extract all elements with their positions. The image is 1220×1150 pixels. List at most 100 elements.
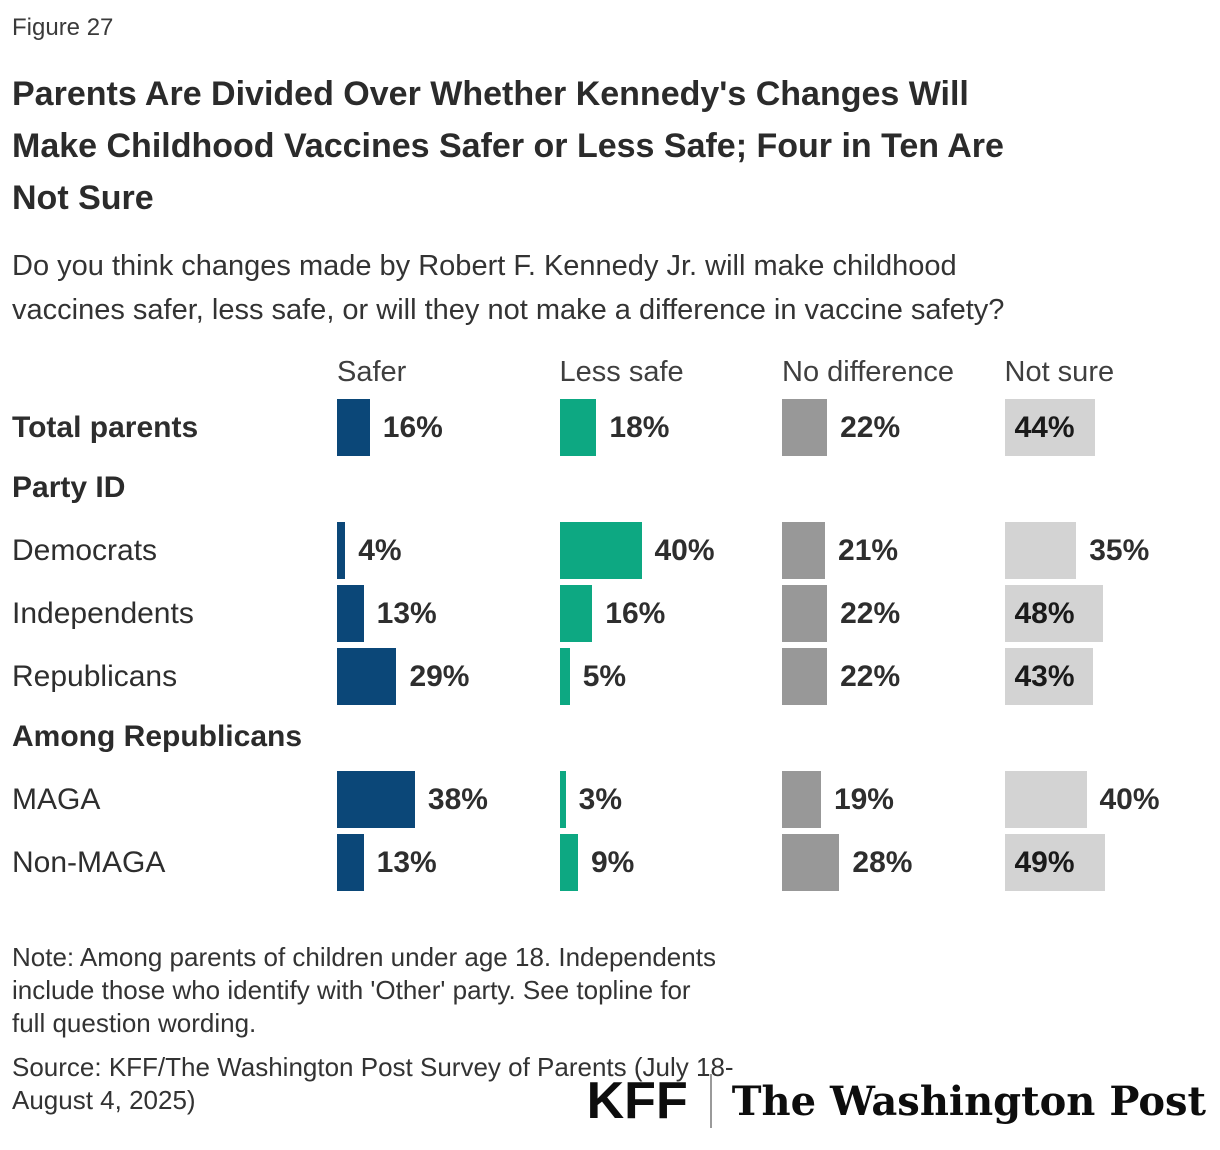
value-label: 21% bbox=[838, 533, 899, 567]
value-label: 9% bbox=[590, 845, 635, 879]
bar-no-difference bbox=[782, 399, 828, 456]
bar-less-safe bbox=[559, 834, 578, 891]
section-header-party-id: Party ID bbox=[12, 471, 126, 504]
value-label: 48% bbox=[1014, 596, 1075, 630]
value-label: 4% bbox=[358, 533, 402, 567]
footnote-line: full question wording. bbox=[12, 1008, 257, 1038]
value-label: 43% bbox=[1014, 659, 1075, 693]
row-label: Independents bbox=[12, 596, 194, 630]
bar-no-difference bbox=[782, 834, 840, 891]
bar-cell-no-difference: 28% bbox=[782, 834, 1005, 891]
bar-less-safe bbox=[559, 648, 570, 705]
chart-row-total-parents: Total parents 16% 18% 22% 44% bbox=[12, 399, 1210, 456]
bar-cell-not-sure: 35% bbox=[1004, 522, 1220, 579]
chart-grid: Total parents 16% 18% 22% 44% Party ID Democra… bbox=[12, 399, 1210, 891]
bar-cell-less-safe: 3% bbox=[559, 771, 783, 828]
value-label: 35% bbox=[1089, 533, 1150, 567]
value-label: 44% bbox=[1014, 410, 1075, 444]
chart-row-non-maga: Non-MAGA 13% 9% 28% 49% bbox=[12, 834, 1210, 891]
row-label: Democrats bbox=[12, 533, 158, 567]
column-headers: Safer Less safe No difference Not sure bbox=[12, 356, 1210, 389]
bar-cell-no-difference: 22% bbox=[782, 648, 1005, 705]
value-label: 28% bbox=[852, 845, 913, 879]
bar-no-difference bbox=[782, 585, 828, 642]
bar-not-sure bbox=[1004, 585, 1103, 642]
title-line: Parents Are Divided Over Whether Kennedy… bbox=[12, 75, 969, 113]
bar-safer bbox=[337, 771, 415, 828]
bar-not-sure bbox=[1004, 522, 1077, 579]
value-label: 29% bbox=[409, 659, 470, 693]
section-header-among-republicans: Among Republicans bbox=[12, 720, 303, 753]
bar-cell-no-difference: 22% bbox=[782, 585, 1005, 642]
page-title: Parents Are Divided Over Whether Kennedy… bbox=[12, 68, 1210, 224]
row-label: Republicans bbox=[12, 659, 178, 693]
bar-cell-safer: 29% bbox=[337, 648, 560, 705]
header-spacer bbox=[12, 356, 337, 389]
bar-cell-not-sure: 49% bbox=[1004, 834, 1220, 891]
value-label: 19% bbox=[833, 782, 894, 816]
kff-logo: KFF bbox=[586, 1072, 688, 1130]
bar-chart: Safer Less safe No difference Not sure T… bbox=[12, 356, 1210, 891]
chart-row-independents: Independents 13% 16% 22% 48% bbox=[12, 585, 1210, 642]
bar-cell-no-difference: 21% bbox=[782, 522, 1005, 579]
bar-cell-safer: 13% bbox=[337, 834, 560, 891]
row-label: MAGA bbox=[12, 782, 101, 816]
column-header-no-difference: No difference bbox=[782, 356, 954, 388]
footnote: Note: Among parents of children under ag… bbox=[12, 941, 1210, 1040]
bar-cell-no-difference: 19% bbox=[782, 771, 1005, 828]
bar-cell-no-difference: 22% bbox=[782, 399, 1005, 456]
bar-less-safe bbox=[559, 522, 642, 579]
logo-block: KFF The Washington Post bbox=[587, 1074, 1206, 1128]
bar-safer bbox=[337, 585, 364, 642]
logo-divider bbox=[709, 1074, 712, 1128]
value-label: 13% bbox=[376, 596, 437, 630]
value-label: 16% bbox=[605, 596, 666, 630]
bar-cell-safer: 38% bbox=[337, 771, 560, 828]
bar-cell-less-safe: 5% bbox=[559, 648, 783, 705]
row-label: Non-MAGA bbox=[12, 845, 166, 879]
subtitle-line: vaccines safer, less safe, or will they … bbox=[12, 294, 1005, 326]
bar-safer bbox=[337, 834, 364, 891]
value-label: 22% bbox=[840, 596, 901, 630]
source-attribution: Source: KFF/The Washington Post Survey o… bbox=[12, 1051, 757, 1117]
value-label: 3% bbox=[578, 782, 622, 816]
bar-cell-safer: 4% bbox=[337, 522, 560, 579]
source-line: Source: KFF/The Washington Post Survey o… bbox=[12, 1052, 734, 1082]
title-line: Not Sure bbox=[12, 179, 154, 217]
title-line: Make Childhood Vaccines Safer or Less Sa… bbox=[12, 127, 1004, 165]
bar-safer bbox=[337, 648, 397, 705]
bar-cell-less-safe: 40% bbox=[559, 522, 783, 579]
bar-cell-less-safe: 9% bbox=[559, 834, 783, 891]
footnote-line: include those who identify with 'Other' … bbox=[12, 975, 691, 1005]
bar-no-difference bbox=[782, 648, 828, 705]
bar-not-sure bbox=[1004, 648, 1093, 705]
bar-less-safe bbox=[559, 771, 566, 828]
value-label: 40% bbox=[1099, 782, 1160, 816]
bar-no-difference bbox=[782, 522, 826, 579]
value-label: 40% bbox=[654, 533, 715, 567]
bar-safer bbox=[337, 522, 346, 579]
source-line: August 4, 2025) bbox=[12, 1085, 196, 1115]
value-label: 5% bbox=[582, 659, 627, 693]
bar-cell-not-sure: 40% bbox=[1004, 771, 1220, 828]
value-label: 13% bbox=[376, 845, 437, 879]
bar-cell-not-sure: 43% bbox=[1004, 648, 1220, 705]
row-label: Total parents bbox=[12, 410, 199, 444]
bar-cell-not-sure: 44% bbox=[1004, 399, 1220, 456]
value-label: 22% bbox=[840, 410, 901, 444]
value-label: 49% bbox=[1014, 845, 1075, 879]
value-label: 38% bbox=[427, 782, 488, 816]
bar-not-sure bbox=[1004, 834, 1105, 891]
bar-cell-less-safe: 16% bbox=[559, 585, 783, 642]
value-label: 16% bbox=[382, 410, 443, 444]
bar-cell-safer: 16% bbox=[337, 399, 560, 456]
chart-row-maga: MAGA 38% 3% 19% 40% bbox=[12, 771, 1210, 828]
value-label: 18% bbox=[609, 410, 670, 444]
bar-less-safe bbox=[559, 399, 597, 456]
bar-safer bbox=[337, 399, 370, 456]
chart-row-democrats: Democrats 4% 40% 21% 35% bbox=[12, 522, 1210, 579]
bar-not-sure bbox=[1004, 771, 1087, 828]
footnote-line: Note: Among parents of children under ag… bbox=[12, 942, 716, 972]
chart-row-republicans: Republicans 29% 5% 22% 43% bbox=[12, 648, 1210, 705]
